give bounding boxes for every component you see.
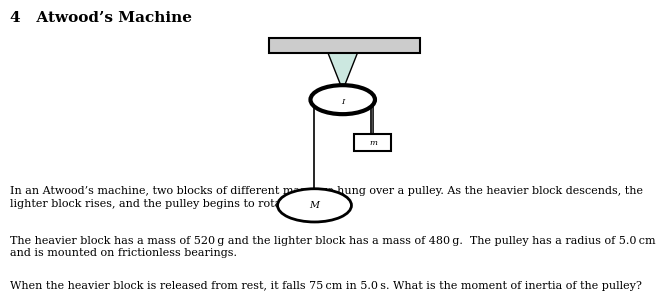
Bar xyxy=(355,134,392,151)
Text: In an Atwood’s machine, two blocks of different mass are hung over a pulley. As : In an Atwood’s machine, two blocks of di… xyxy=(10,186,643,208)
Text: M: M xyxy=(310,201,319,210)
Polygon shape xyxy=(328,53,358,85)
Text: When the heavier block is released from rest, it falls 75 cm in 5.0 s. What is t: When the heavier block is released from … xyxy=(10,281,642,291)
Bar xyxy=(269,38,420,53)
Text: I: I xyxy=(341,98,344,106)
Text: 4   Atwood’s Machine: 4 Atwood’s Machine xyxy=(10,11,192,24)
Text: m: m xyxy=(369,139,377,147)
Circle shape xyxy=(310,85,375,114)
Text: The heavier block has a mass of 520 g and the lighter block has a mass of 480 g.: The heavier block has a mass of 520 g an… xyxy=(10,236,656,258)
Circle shape xyxy=(278,189,351,222)
